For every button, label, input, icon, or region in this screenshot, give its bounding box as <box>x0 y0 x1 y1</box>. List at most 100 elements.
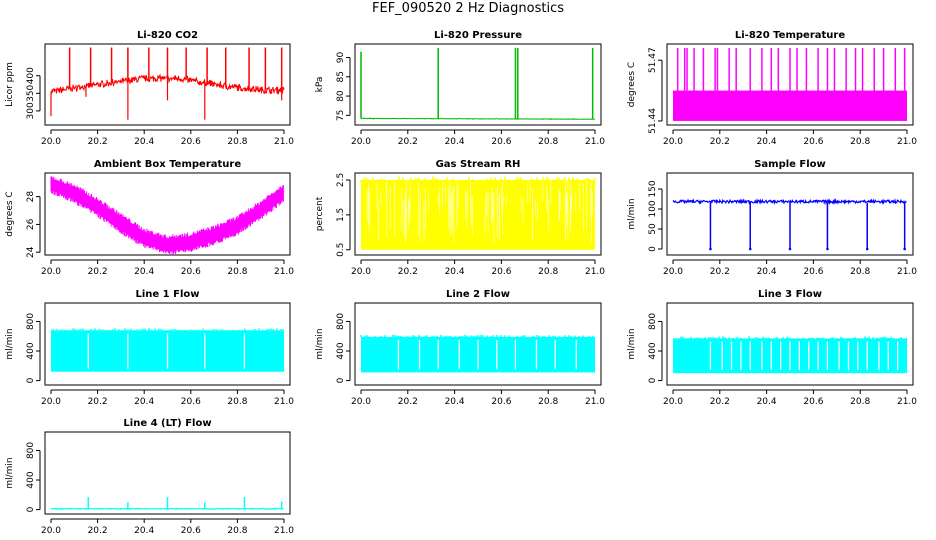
flow-dip-point <box>748 247 752 251</box>
x-tick-label: 20.8 <box>850 137 870 147</box>
series-plot <box>360 176 596 250</box>
series-plot <box>50 328 284 372</box>
y-tick-label: 26 <box>26 218 36 230</box>
chart-panel-li-820-temperature: Li-820 Temperature degrees C 20.0 20.2 20.4 2… <box>627 30 917 147</box>
x-tick-label: 20.2 <box>710 267 730 277</box>
x-tick-label: 20.4 <box>134 267 154 277</box>
x-tick-label: 20.2 <box>398 397 418 407</box>
y-tick-label: 300 <box>26 102 36 119</box>
x-tick-label: 20.4 <box>134 397 154 407</box>
y-tick-label: 51.47 <box>648 47 658 73</box>
chart-panel-gas-stream-rh: Gas Stream RH percent 20.0 20.2 20.4 20.6 20.8… <box>315 159 605 277</box>
x-tick-label: 20.2 <box>710 137 730 147</box>
x-tick-label: 20.8 <box>538 397 558 407</box>
x-tick-label: 21.0 <box>897 397 917 407</box>
chart-panel-line-4-lt-flow: Line 4 (LT) Flow ml/min 20.0 20.2 20.4 20.6 20… <box>5 418 294 536</box>
x-tick-label: 21.0 <box>274 137 294 147</box>
chart-title: Li-820 Pressure <box>434 30 522 41</box>
chart-panel-ambient-box-temperature: Ambient Box Temperature degrees C 20.0 20.2… <box>5 159 294 277</box>
plot-frame <box>354 302 602 386</box>
x-tick-label: 20.2 <box>398 267 418 277</box>
plot-frame <box>354 172 602 256</box>
chart-panel-li-820-pressure: Li-820 Pressure kPa 20.0 20.2 20.4 20.6 20.8 21… <box>315 30 605 147</box>
x-tick-label: 21.0 <box>274 267 294 277</box>
x-tick-label: 21.0 <box>274 397 294 407</box>
band-noise <box>360 176 596 184</box>
x-tick-label: 20.4 <box>134 137 154 147</box>
x-tick-label: 20.4 <box>757 267 777 277</box>
y-tick-label: 90 <box>336 52 346 64</box>
y-tick-label: 800 <box>26 442 36 459</box>
flow-dip-point <box>865 247 869 251</box>
series-line <box>360 117 596 121</box>
y-axis-label: percent <box>315 196 325 231</box>
plot-frame <box>44 302 291 386</box>
plot-frame <box>44 431 291 515</box>
y-tick-label: 0 <box>648 377 658 383</box>
y-tick-label: 0 <box>336 377 346 383</box>
x-tick-label: 20.2 <box>88 137 108 147</box>
y-tick-label: 85 <box>336 71 346 82</box>
y-tick-label: 24 <box>26 246 36 258</box>
series-plot <box>360 334 596 373</box>
y-tick-label: 400 <box>336 342 346 359</box>
series-band <box>673 90 907 121</box>
series-plot <box>672 198 907 251</box>
y-tick-label: 75 <box>336 110 346 121</box>
x-tick-label: 20.2 <box>88 526 108 536</box>
x-tick-label: 20.2 <box>710 397 730 407</box>
x-tick-label: 20.0 <box>351 267 371 277</box>
x-tick-label: 20.0 <box>41 397 61 407</box>
chart-title: Gas Stream RH <box>436 159 521 170</box>
series-band <box>50 176 284 255</box>
x-tick-label: 20.4 <box>757 397 777 407</box>
chart-title: Sample Flow <box>754 159 826 170</box>
y-tick-label: 800 <box>26 313 36 330</box>
band-gaps <box>366 180 593 243</box>
y-tick-label: 400 <box>26 67 36 84</box>
x-tick-label: 20.6 <box>491 267 511 277</box>
plot-frame <box>44 172 291 256</box>
chart-title: Line 1 Flow <box>136 289 200 300</box>
y-tick-label: 1.5 <box>336 208 346 222</box>
flow-dip-point <box>709 247 712 251</box>
band-noise <box>360 334 596 338</box>
y-tick-label: 100 <box>648 200 658 217</box>
chart-panel-sample-flow: Sample Flow ml/min 20.0 20.2 20.4 20.6 20.8 21.… <box>627 159 917 277</box>
x-tick-label: 20.6 <box>803 137 823 147</box>
x-tick-label: 20.4 <box>757 137 777 147</box>
chart-title: Line 4 (LT) Flow <box>123 418 211 429</box>
x-tick-label: 20.8 <box>227 526 247 536</box>
y-axis-label: kPa <box>315 77 325 93</box>
x-tick-label: 20.6 <box>181 267 201 277</box>
series-plot <box>672 336 908 374</box>
chart-title: Li-820 Temperature <box>735 30 845 41</box>
flow-dip-point <box>903 247 906 251</box>
flow-dip-point <box>826 247 829 251</box>
x-tick-label: 20.6 <box>803 267 823 277</box>
x-tick-label: 20.8 <box>538 267 558 277</box>
x-tick-label: 20.4 <box>445 137 465 147</box>
x-tick-label: 20.0 <box>41 526 61 536</box>
y-axis-label: ml/min <box>5 328 15 359</box>
y-axis-label: Licor ppm <box>5 62 15 107</box>
y-tick-label: 350 <box>26 84 36 101</box>
series-plot <box>50 176 284 255</box>
series-plot <box>50 47 285 120</box>
y-axis-label: degrees C <box>5 191 15 236</box>
x-tick-label: 20.0 <box>663 267 683 277</box>
chart-title: Line 2 Flow <box>446 289 510 300</box>
y-axis-label: degrees C <box>627 62 637 107</box>
y-tick-label: 800 <box>336 313 346 330</box>
x-tick-label: 20.6 <box>181 137 201 147</box>
series-plot <box>360 47 596 121</box>
x-tick-label: 20.0 <box>41 267 61 277</box>
plot-frame <box>354 43 602 126</box>
chart-panel-line-2-flow: Line 2 Flow ml/min 20.0 20.2 20.4 20.6 20.8 21.… <box>315 289 605 407</box>
y-tick-label: 51.44 <box>648 108 658 134</box>
x-tick-label: 21.0 <box>585 137 605 147</box>
chart-panel-line-1-flow: Line 1 Flow ml/min 20.0 20.2 20.4 20.6 20.8 21.… <box>5 289 294 407</box>
y-tick-label: 0 <box>26 506 36 512</box>
chart-panel-li-820-co2: Li-820 CO2 Licor ppm 20.0 20.2 20.4 20.6 20.8 2… <box>5 30 294 147</box>
series-plot <box>50 497 284 511</box>
